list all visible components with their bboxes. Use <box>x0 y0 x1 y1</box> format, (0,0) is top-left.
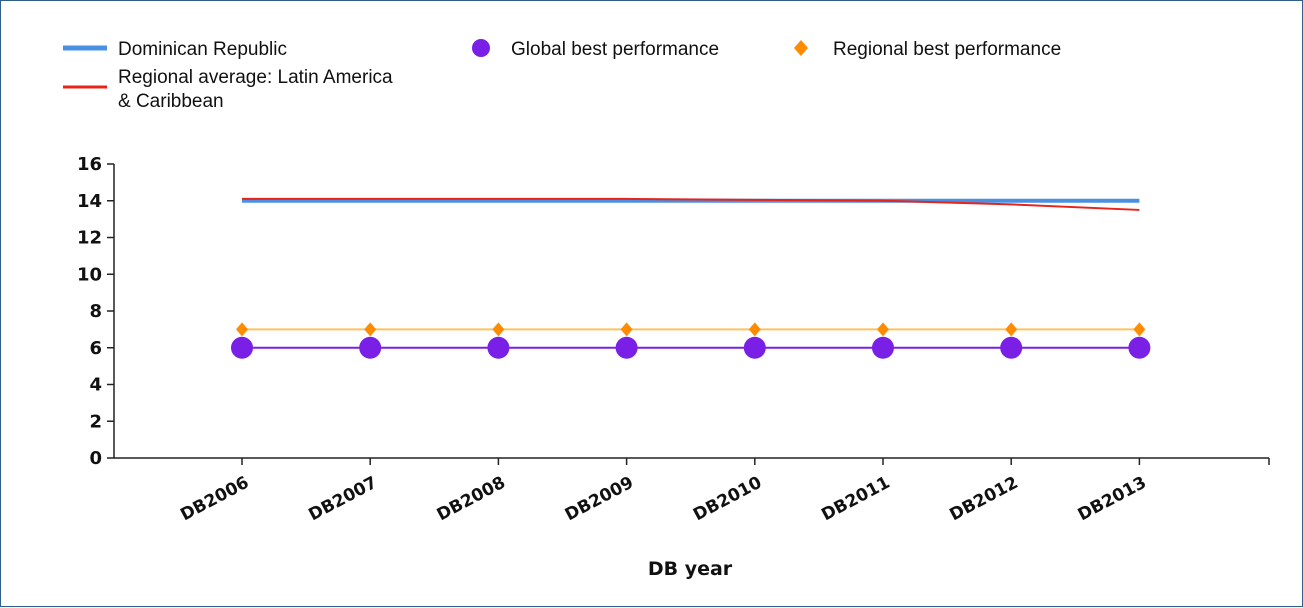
x-tick-label: DB2011 <box>818 473 893 526</box>
y-tick-label: 16 <box>77 154 102 175</box>
data-point-global-best-performance <box>1128 336 1151 359</box>
data-point-global-best-performance <box>1000 336 1023 359</box>
legend-marker-global-best <box>472 39 490 57</box>
series-global-best-performance <box>231 336 1151 359</box>
legend-label-dominican-republic: Dominican Republic <box>118 39 287 60</box>
data-point-regional-best-performance <box>620 322 633 337</box>
y-axis: 0 2 4 6 8 10 12 14 16 <box>77 154 115 469</box>
legend-label-regional-average-line2: & Caribbean <box>118 91 224 112</box>
y-tick-label: 4 <box>89 375 102 396</box>
x-tick-label: DB2006 <box>177 473 252 526</box>
data-point-global-best-performance <box>743 336 766 359</box>
data-point-global-best-performance <box>359 336 382 359</box>
x-tick-label: DB2008 <box>434 473 509 526</box>
legend-label-regional-best: Regional best performance <box>833 39 1061 60</box>
x-axis-title: DB year <box>648 558 733 580</box>
y-tick-label: 14 <box>77 191 102 212</box>
y-tick-label: 6 <box>89 338 102 359</box>
data-point-global-best-performance <box>872 336 894 359</box>
legend-marker-regional-best <box>794 40 808 56</box>
data-point-regional-best-performance <box>492 322 505 337</box>
y-tick-label: 8 <box>89 301 102 322</box>
x-tick-label: DB2013 <box>1075 473 1150 526</box>
data-point-regional-best-performance <box>748 322 761 337</box>
data-point-regional-best-performance <box>236 322 248 337</box>
y-tick-label: 10 <box>77 264 102 285</box>
legend-label-regional-average-line1: Regional average: Latin America <box>118 67 393 88</box>
data-point-regional-best-performance <box>877 322 889 337</box>
x-tick-label: DB2009 <box>562 473 637 526</box>
data-point-global-best-performance <box>231 336 253 359</box>
data-point-global-best-performance <box>487 336 510 359</box>
x-axis: DB2006 DB2007 DB2008 DB2009 DB2010 DB2011 DB20… <box>114 457 1270 526</box>
x-tick-label: DB2010 <box>690 473 765 526</box>
series-regional-average-latin-america-caribbean <box>242 197 1140 211</box>
x-tick-label: DB2007 <box>305 473 380 526</box>
x-tick-label: DB2012 <box>946 473 1021 526</box>
series-line-regional-average-latin-america-caribbean <box>242 197 1140 211</box>
data-point-regional-best-performance <box>1133 322 1146 337</box>
legend-label-global-best: Global best performance <box>511 39 719 60</box>
data-point-regional-best-performance <box>364 322 377 337</box>
series-layer <box>231 197 1151 359</box>
data-point-regional-best-performance <box>1005 322 1018 337</box>
series-regional-best-performance <box>236 322 1146 337</box>
y-tick-label: 0 <box>89 448 102 469</box>
data-point-global-best-performance <box>615 336 638 359</box>
legend: Dominican Republic Regional average: Lat… <box>63 39 1061 112</box>
y-tick-label: 12 <box>77 228 102 249</box>
y-tick-label: 2 <box>89 411 102 432</box>
